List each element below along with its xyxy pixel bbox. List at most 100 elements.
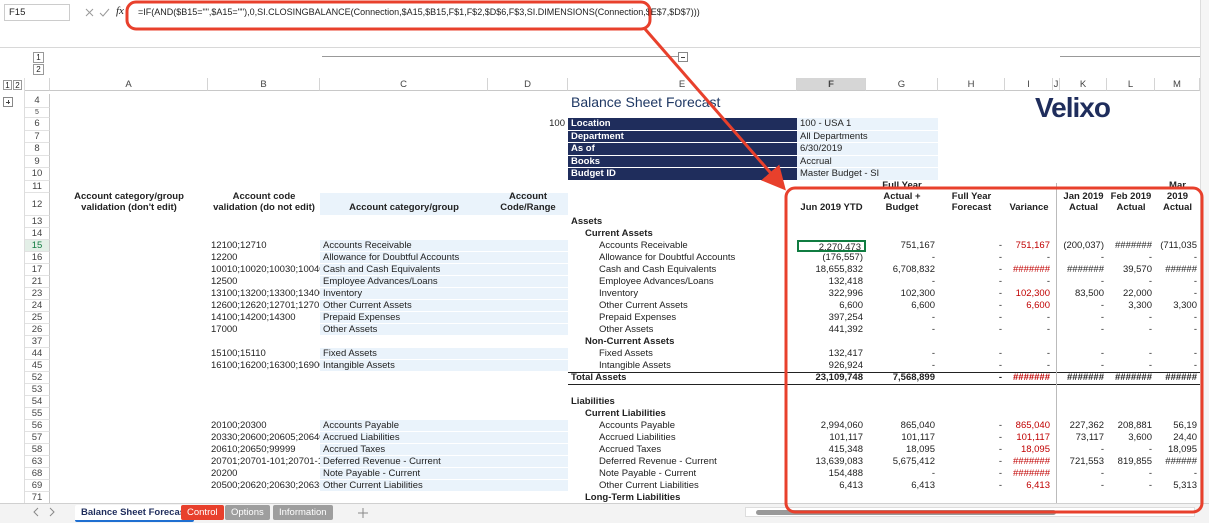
column-header[interactable]: D bbox=[488, 78, 568, 91]
column-header[interactable]: M bbox=[1155, 78, 1200, 91]
prev-tab[interactable] bbox=[33, 507, 39, 517]
line-item: Long-Term Liabilities bbox=[585, 492, 681, 503]
column-header[interactable]: B bbox=[208, 78, 320, 91]
sheet-tab[interactable]: Control bbox=[181, 505, 224, 520]
amount: 208,881 bbox=[1117, 420, 1152, 431]
amount: - bbox=[1193, 288, 1197, 299]
amount: - bbox=[998, 420, 1002, 431]
amount: - bbox=[998, 456, 1002, 467]
column-header[interactable]: C bbox=[320, 78, 488, 91]
amount: - bbox=[1046, 324, 1050, 335]
amount: - bbox=[1193, 252, 1197, 263]
row-header[interactable]: 44 bbox=[25, 348, 50, 360]
row-header[interactable]: 45 bbox=[25, 360, 50, 372]
amount: - bbox=[998, 252, 1002, 263]
input-cell-bg bbox=[488, 288, 568, 300]
column-header[interactable]: H bbox=[938, 78, 1005, 91]
row-header[interactable]: 9 bbox=[25, 155, 50, 168]
parameter-label: As of bbox=[568, 143, 797, 156]
parameter-code: 100 bbox=[549, 118, 565, 129]
row-header[interactable]: 57 bbox=[25, 432, 50, 444]
row-header[interactable]: 63 bbox=[25, 456, 50, 468]
amount: - bbox=[1046, 348, 1050, 359]
amount: 5,675,412 bbox=[892, 456, 935, 467]
row-header[interactable]: 5 bbox=[25, 108, 50, 118]
input-cell-bg bbox=[320, 252, 488, 264]
amount: 2,994,060 bbox=[820, 420, 863, 431]
row-header[interactable]: 25 bbox=[25, 312, 50, 324]
parameter-label: Budget ID bbox=[568, 168, 797, 181]
column-header[interactable]: I bbox=[1005, 78, 1053, 91]
sheet-tab[interactable]: Information bbox=[273, 505, 333, 520]
selected-cell[interactable]: 2,270,473 bbox=[797, 240, 866, 252]
row-header[interactable]: 16 bbox=[25, 252, 50, 264]
row-header[interactable]: 54 bbox=[25, 396, 50, 408]
row-header[interactable]: 24 bbox=[25, 300, 50, 312]
amount: 322,996 bbox=[828, 288, 863, 299]
row-header[interactable]: 68 bbox=[25, 468, 50, 480]
row-header[interactable]: 15 bbox=[25, 240, 50, 252]
row-header[interactable]: 10 bbox=[25, 168, 50, 181]
column-header[interactable]: G bbox=[866, 78, 938, 91]
row-header[interactable]: 17 bbox=[25, 264, 50, 276]
amount: ####### bbox=[1013, 456, 1050, 467]
column-header[interactable]: A bbox=[50, 78, 208, 91]
expand-button[interactable] bbox=[3, 97, 13, 107]
account-group: Accounts Receivable bbox=[323, 240, 412, 251]
horizontal-scrollbar[interactable] bbox=[745, 507, 1195, 517]
add-sheet[interactable] bbox=[357, 507, 369, 519]
row-header[interactable]: 13 bbox=[25, 216, 50, 228]
account-group: Note Payable - Current bbox=[323, 468, 421, 479]
outline-level-button[interactable]: 2 bbox=[33, 64, 44, 75]
sheet-tab[interactable]: Options bbox=[225, 505, 270, 520]
line-item: Note Payable - Current bbox=[599, 468, 697, 479]
row-header[interactable]: 8 bbox=[25, 143, 50, 156]
row-header[interactable]: 14 bbox=[25, 228, 50, 240]
column-header[interactable]: E bbox=[568, 78, 797, 91]
column-title: Variance bbox=[1009, 202, 1049, 213]
amount: 6,600 bbox=[839, 300, 863, 311]
row-header[interactable]: 21 bbox=[25, 276, 50, 288]
name-box[interactable]: F15 bbox=[4, 4, 70, 21]
line-item: Current Assets bbox=[585, 228, 653, 239]
outline-level-button[interactable]: 1 bbox=[3, 80, 12, 90]
next-tab[interactable] bbox=[49, 507, 55, 517]
row-header[interactable]: 55 bbox=[25, 408, 50, 420]
row-header[interactable]: 11 bbox=[25, 180, 50, 193]
row-header[interactable]: 69 bbox=[25, 480, 50, 492]
select-all[interactable] bbox=[25, 78, 50, 91]
fx-button[interactable]: fx bbox=[116, 5, 124, 17]
outline-level-button[interactable]: 1 bbox=[33, 52, 44, 63]
amount: - bbox=[1100, 252, 1104, 263]
row-header[interactable]: 7 bbox=[25, 130, 50, 143]
column-title: Full Year Actual + Budget bbox=[882, 180, 922, 213]
enter-icon[interactable] bbox=[99, 8, 110, 17]
outline-level-button[interactable]: 2 bbox=[13, 80, 22, 90]
column-header[interactable]: F bbox=[797, 78, 866, 91]
row-header[interactable]: 58 bbox=[25, 444, 50, 456]
vertical-scrollbar[interactable] bbox=[1200, 0, 1209, 503]
amount: 39,570 bbox=[1122, 264, 1152, 275]
input-cell-bg bbox=[488, 240, 568, 252]
sheet-tab[interactable]: Balance Sheet Forecast bbox=[75, 505, 195, 522]
row-header[interactable]: 4 bbox=[25, 94, 50, 108]
amount: 721,553 bbox=[1069, 456, 1104, 467]
row-header[interactable]: 12 bbox=[25, 193, 50, 216]
row-header[interactable]: 23 bbox=[25, 288, 50, 300]
row-header[interactable]: 26 bbox=[25, 324, 50, 336]
column-header[interactable]: K bbox=[1060, 78, 1107, 91]
amount: - bbox=[998, 432, 1002, 443]
cancel-icon[interactable] bbox=[85, 8, 94, 17]
account-code: 15100;15110 bbox=[211, 348, 266, 359]
row-header[interactable]: 52 bbox=[25, 372, 50, 384]
row-header[interactable]: 56 bbox=[25, 420, 50, 432]
row-header[interactable]: 53 bbox=[25, 384, 50, 396]
column-header[interactable]: L bbox=[1107, 78, 1155, 91]
line-item: Cash and Cash Equivalents bbox=[599, 264, 717, 275]
row-header[interactable]: 37 bbox=[25, 336, 50, 348]
amount: - bbox=[1148, 468, 1152, 479]
account-code: 14100;14200;14300 bbox=[211, 312, 296, 323]
account-code: 10010;10020;10030;10040 bbox=[211, 264, 320, 275]
row-header[interactable]: 6 bbox=[25, 118, 50, 131]
column-header[interactable]: J bbox=[1053, 78, 1060, 91]
